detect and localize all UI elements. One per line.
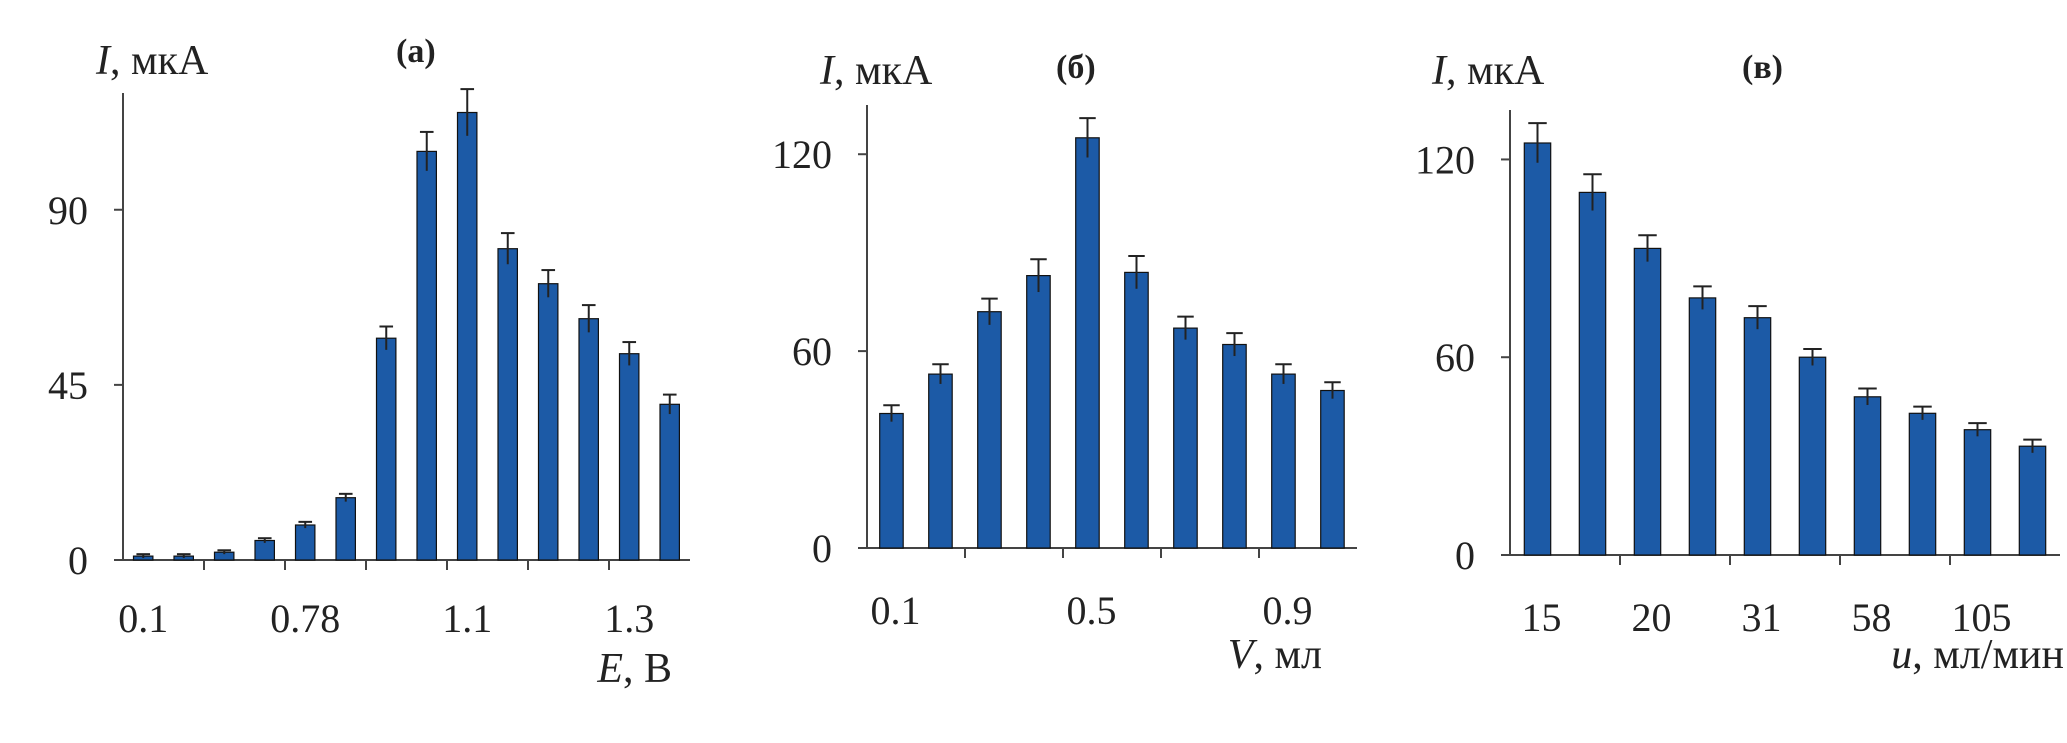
y-tick-label: 0 bbox=[1455, 533, 1475, 578]
x-tick-label: 15 bbox=[1522, 595, 1562, 640]
panel-b: (б) I, мкА V, мл 0 60 120 0.1 0.5 0.9 bbox=[772, 48, 1357, 678]
bar bbox=[1798, 356, 1827, 556]
panel-c: (в) I, мкА u, мл/мин 0 60 120 15 20 31 58 105 bbox=[1415, 48, 2064, 678]
bar bbox=[254, 539, 275, 561]
bar bbox=[1271, 373, 1296, 549]
bar bbox=[1688, 297, 1717, 556]
x-tick-label: 105 bbox=[1952, 595, 2012, 640]
bar bbox=[618, 353, 640, 561]
bar bbox=[537, 283, 559, 561]
y-tick-label: 0 bbox=[68, 538, 88, 583]
bar bbox=[1173, 327, 1198, 549]
bar bbox=[375, 337, 397, 561]
plot-area: 0 60 120 15 20 31 58 105 bbox=[1415, 110, 2060, 640]
bar bbox=[1075, 137, 1100, 549]
bar bbox=[497, 248, 518, 561]
x-tick-label: 0.1 bbox=[118, 596, 168, 641]
x-tick-label: 31 bbox=[1742, 595, 1782, 640]
y-axis-unit: , мкА bbox=[110, 38, 209, 84]
x-axis-label: u, мл/мин bbox=[1891, 632, 2064, 678]
bar bbox=[1578, 191, 1607, 556]
x-axis-symbol: u bbox=[1891, 632, 1912, 678]
y-tick-label: 0 bbox=[812, 526, 832, 571]
bar bbox=[416, 150, 437, 561]
bar bbox=[2018, 445, 2047, 556]
bar bbox=[1320, 389, 1345, 549]
bar bbox=[1963, 429, 1992, 556]
y-axis-label: I, мкА bbox=[1431, 48, 1545, 94]
x-axis-unit: , мл bbox=[1253, 632, 1322, 678]
x-tick-label: 0.1 bbox=[871, 588, 921, 633]
x-tick-label: 20 bbox=[1632, 595, 1672, 640]
panel-tag: (б) bbox=[1056, 49, 1096, 86]
panel-tag: (а) bbox=[396, 33, 436, 70]
x-axis-symbol: E bbox=[596, 646, 623, 692]
plot-area: 0 45 90 0.1 0.78 1.1 1.3 bbox=[48, 88, 690, 641]
x-tick-label: 1.3 bbox=[604, 596, 654, 641]
y-axis-label: I, мкА bbox=[95, 38, 209, 84]
x-tick-label: 58 bbox=[1852, 595, 1892, 640]
y-tick-label: 120 bbox=[772, 132, 832, 177]
y-axis-symbol: I bbox=[1431, 48, 1448, 94]
x-tick-label: 0.5 bbox=[1067, 588, 1117, 633]
bar bbox=[659, 403, 680, 561]
x-axis-unit: , В bbox=[623, 646, 672, 692]
bar bbox=[1523, 142, 1552, 556]
x-axis-label: V, мл bbox=[1228, 632, 1322, 678]
y-axis-unit: , мкА bbox=[1446, 48, 1545, 94]
x-tick-label: 1.1 bbox=[442, 596, 492, 641]
panel-a: (а) I, мкА E, В 0 45 90 0.1 0.78 1.1 1.3 bbox=[48, 33, 690, 692]
bar bbox=[1222, 343, 1247, 549]
y-tick-label: 120 bbox=[1415, 137, 1475, 182]
bar bbox=[1633, 247, 1662, 556]
bar bbox=[294, 524, 316, 561]
x-axis-label: E, В bbox=[596, 646, 672, 692]
bar bbox=[879, 412, 904, 549]
bar bbox=[1026, 275, 1051, 549]
bar bbox=[1124, 271, 1149, 549]
x-axis-unit: , мл/мин bbox=[1912, 632, 2064, 678]
x-tick-label: 0.9 bbox=[1263, 588, 1313, 633]
bar bbox=[928, 373, 953, 549]
y-axis-unit: , мкА bbox=[834, 48, 933, 94]
x-axis-symbol: V bbox=[1228, 632, 1258, 678]
panel-tag: (в) bbox=[1742, 49, 1783, 86]
bar bbox=[456, 111, 478, 561]
y-axis-symbol: I bbox=[95, 38, 112, 84]
bar bbox=[1743, 317, 1772, 556]
bar bbox=[977, 311, 1002, 549]
x-tick-label: 0.78 bbox=[270, 596, 340, 641]
y-tick-label: 60 bbox=[1435, 335, 1475, 380]
y-tick-label: 60 bbox=[792, 329, 832, 374]
bar bbox=[1853, 396, 1882, 556]
bar bbox=[335, 497, 356, 561]
bar bbox=[1908, 412, 1937, 556]
bar bbox=[578, 318, 599, 561]
y-axis-label: I, мкА bbox=[819, 48, 933, 94]
y-tick-label: 45 bbox=[48, 363, 88, 408]
y-tick-label: 90 bbox=[48, 188, 88, 233]
plot-area: 0 60 120 0.1 0.5 0.9 bbox=[772, 105, 1357, 633]
y-axis-symbol: I bbox=[819, 48, 836, 94]
